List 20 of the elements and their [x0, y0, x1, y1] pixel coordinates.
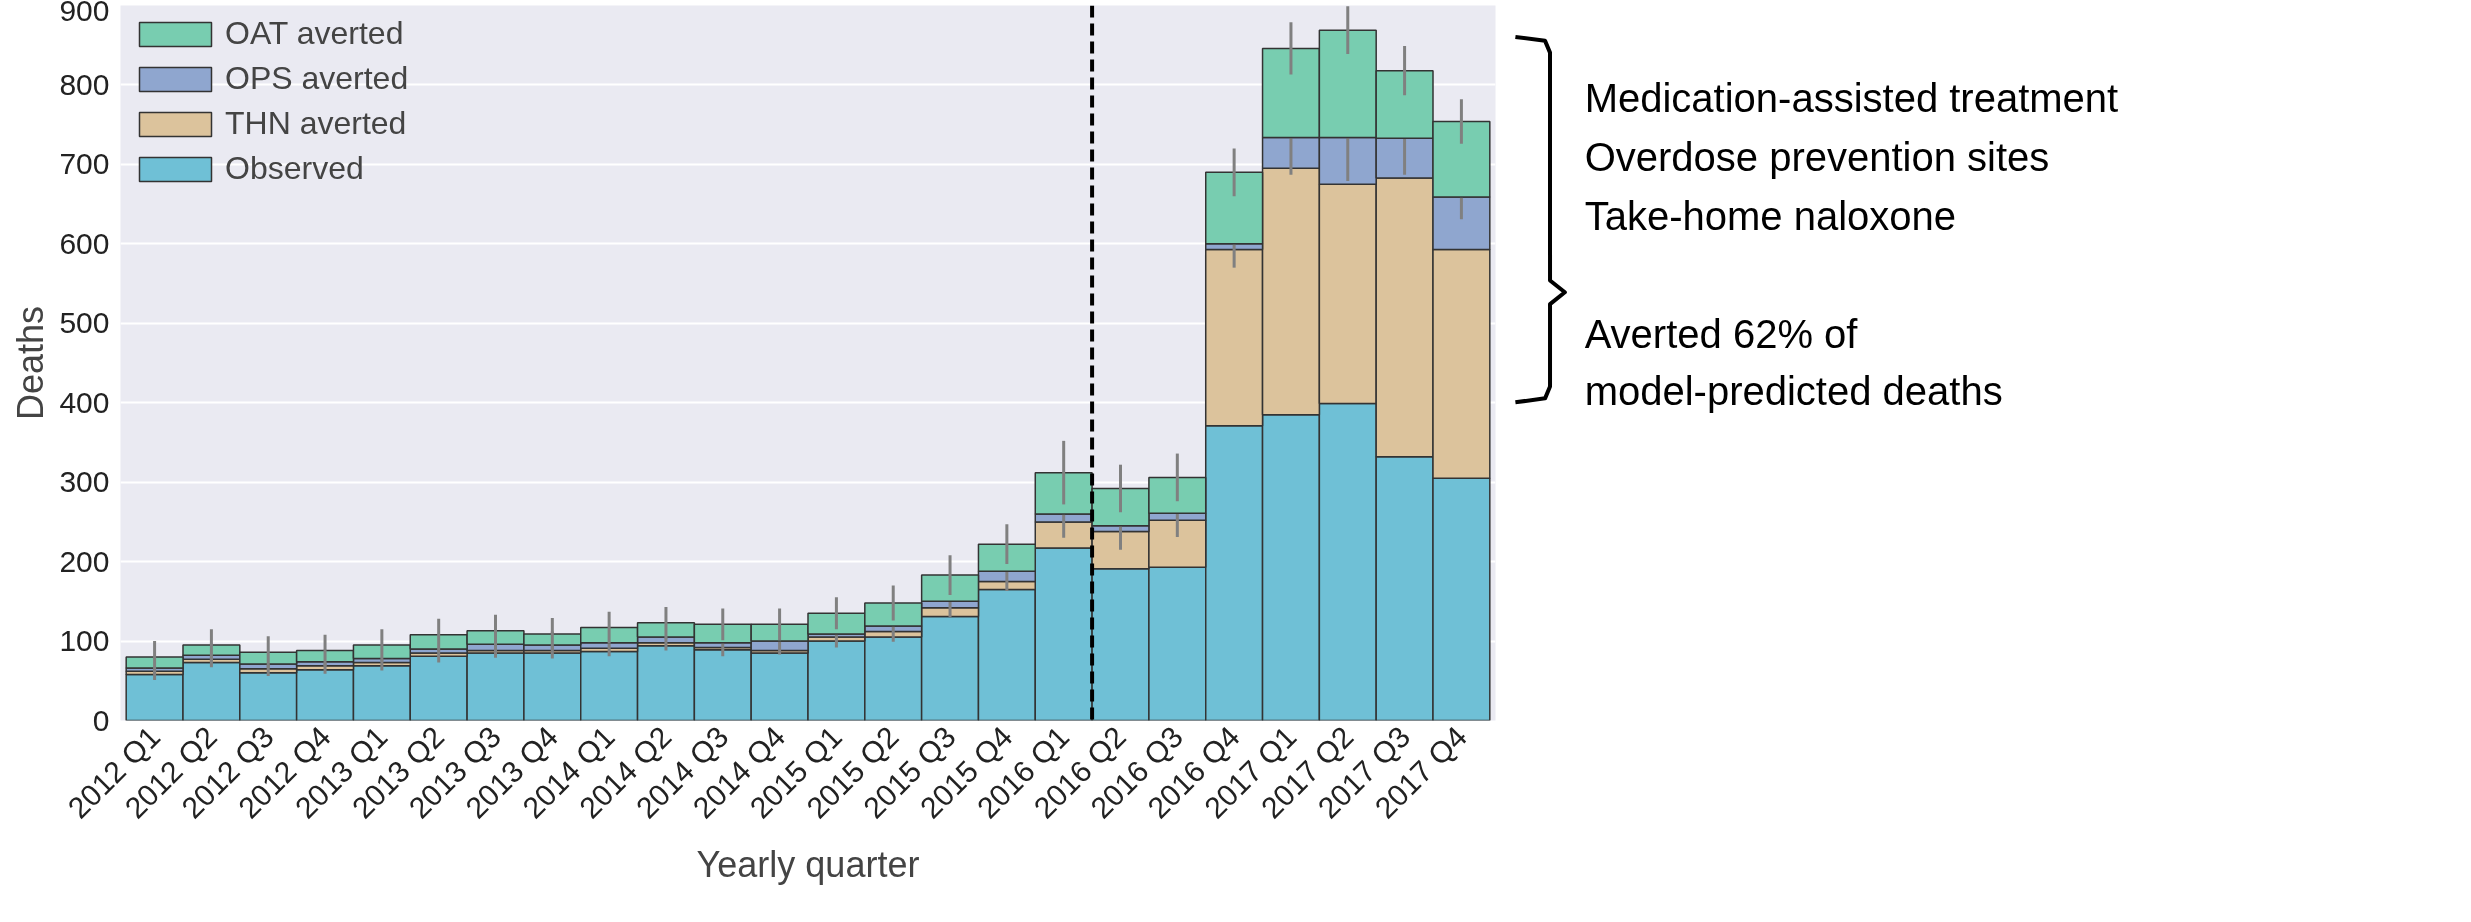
y-tick-label: 0: [92, 703, 110, 737]
y-tick-label: 700: [59, 147, 110, 181]
y-tick-label: 600: [59, 226, 110, 260]
text: Averted 62% of model-predicted deaths: [1584, 311, 2003, 414]
text: Medication-assisted treatment: [1584, 76, 2119, 121]
text: Take-home naloxone: [1584, 194, 1957, 239]
y-tick-label: 900: [59, 0, 110, 27]
y-axis-title: Deaths: [10, 305, 52, 421]
y-tick-label: 800: [59, 67, 110, 101]
y-tick-label: 400: [59, 385, 110, 419]
legend-label: Observed: [225, 150, 364, 187]
x-axis-title: Yearly quarter: [696, 844, 920, 886]
y-tick-label: 100: [59, 624, 110, 658]
y-tick-label: 300: [59, 465, 110, 499]
y-tick-label: 200: [59, 544, 110, 578]
legend-label: OAT averted: [225, 15, 404, 52]
y-tick-label: 500: [59, 306, 110, 340]
legend-label: THN averted: [225, 105, 407, 142]
legend-label: OPS averted: [225, 60, 409, 97]
text: Overdose prevention sites: [1584, 135, 2050, 180]
